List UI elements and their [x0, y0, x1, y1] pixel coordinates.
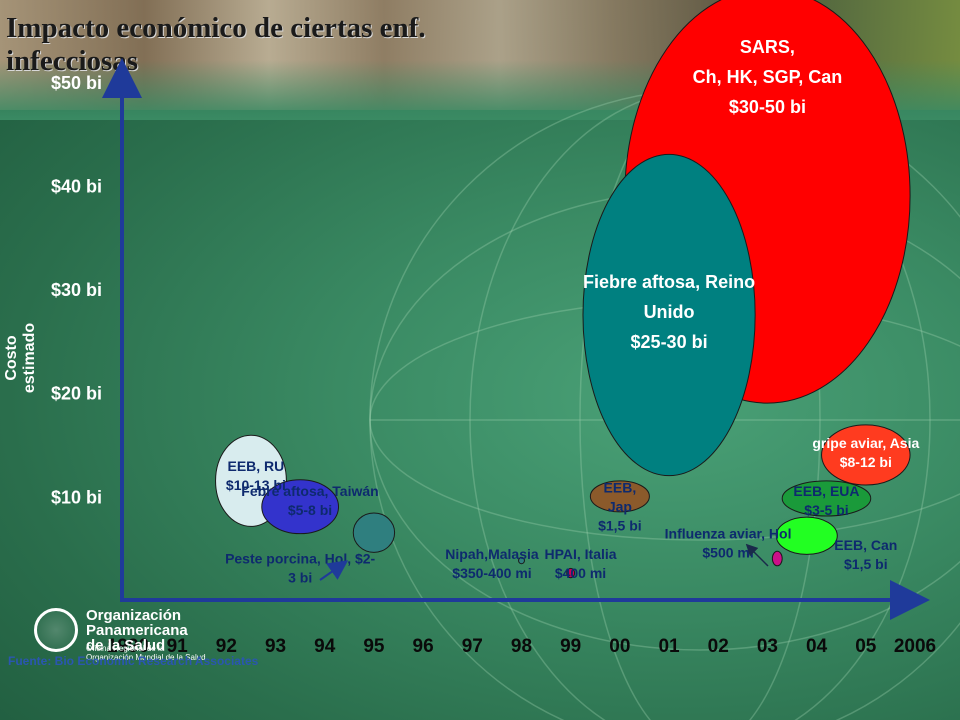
source-note: Fuente: Bio Economic Research Associates — [8, 654, 259, 668]
y-tick-label: $30 bi — [51, 280, 102, 300]
x-tick-label: 94 — [314, 636, 336, 657]
bubble-label-bse-jap: EEB, — [604, 480, 637, 496]
y-tick-label: $10 bi — [51, 487, 102, 507]
x-tick-label: 91 — [167, 636, 189, 657]
bubble-label-sars: Ch, HK, SGP, Can — [693, 67, 843, 87]
bubbles-layer — [215, 0, 911, 579]
y-tick-label: $20 bi — [51, 384, 102, 404]
bubble-bse-usa — [781, 480, 872, 517]
bubble-csf-hol — [352, 512, 396, 553]
bubble-label-bse-jap: Jap — [608, 499, 632, 515]
logo-sub-2: Organización Mundial de la Salud — [86, 653, 206, 662]
bubble-label-fmd-taiwan: Febre aftosa, Taiwán — [241, 483, 378, 499]
bubble-label-hpai-italy: $400 mi — [555, 565, 606, 581]
x-tick-label: 01 — [658, 636, 680, 657]
bubble-label-fmd-uk: Fiebre aftosa, Reino — [583, 272, 755, 292]
bubble-label-hpai-italy: HPAI, Italia — [544, 546, 616, 562]
bubble-label-ai-hol: $500 mi — [702, 544, 753, 560]
bubble-ai-hol — [771, 550, 783, 567]
bubble-label-sars: SARS, — [740, 37, 795, 57]
bubble-label-fmd-uk: $25-30 bi — [631, 332, 708, 352]
axes-layer: $10 bi $20 bi $30 bi $40 bi $50 bi 1990 91 92 93… — [51, 58, 936, 657]
bubble-label-bse-uk: EEB, RU — [227, 458, 284, 474]
x-tick-label: 97 — [462, 636, 483, 657]
x-tick-label: 99 — [560, 636, 581, 657]
x-tick-label: 04 — [806, 636, 828, 657]
logo-subtext: Oficina Regional de la Organización Mund… — [86, 644, 206, 662]
y-tick-label: $50 bi — [51, 73, 102, 93]
bubble-label-bse-can: $1,5 bi — [844, 556, 888, 572]
x-tick-label: 95 — [363, 636, 385, 657]
bubble-label-bse-can: EEB, Can — [834, 537, 897, 553]
x-tick-label: 2006 — [894, 636, 936, 657]
bubble-bse-can — [775, 516, 838, 555]
x-tick-label: 00 — [609, 636, 630, 657]
x-tick-label: 98 — [511, 636, 532, 657]
x-tick-label: 92 — [216, 636, 237, 657]
bubble-fmd-uk — [582, 153, 756, 477]
y-axis-title: Costo estimado — [3, 322, 38, 394]
bubble-label-bse-uk: $10-13 bi — [226, 477, 286, 493]
globe-icon — [34, 608, 78, 652]
bubble-hpai-italy — [566, 567, 576, 579]
bubble-label-fmd-taiwan: $5-8 bi — [288, 502, 332, 518]
x-tick-label: 93 — [265, 636, 286, 657]
x-tick-label: 1990 — [107, 636, 149, 657]
pointer-arrow-can — [745, 543, 769, 567]
bubble-label-csf-hol: Peste porcina, Hol, $2- — [225, 550, 375, 566]
logo-sub-1: Oficina Regional de la — [86, 644, 165, 653]
bubble-label-bse-usa: $3-5 bi — [804, 502, 848, 518]
bubble-fmd-taiwan — [261, 479, 340, 535]
logo-text: Organización Panamericana de la Salud — [86, 608, 188, 653]
bubble-label-fmd-uk: Unido — [644, 302, 695, 322]
bubble-bse-jap — [589, 480, 650, 513]
paho-logo: Organización Panamericana de la Salud Of… — [34, 606, 224, 662]
logo-line-3: de la Salud — [86, 637, 166, 654]
bubble-nipah — [518, 557, 525, 565]
y-tick-label: $40 bi — [51, 176, 102, 196]
pointer-arrow-csf — [319, 560, 349, 581]
bubble-bird-flu-asia — [821, 424, 911, 486]
bubble-label-bird-flu-asia: $8-12 bi — [840, 454, 892, 470]
bubble-label-bse-jap: $1,5 bi — [598, 518, 642, 534]
x-tick-label: 03 — [757, 636, 778, 657]
bubble-label-ai-hol: Influenza aviar, Hol — [665, 525, 792, 541]
x-tick-label: 96 — [413, 636, 434, 657]
bubble-label-sars: $30-50 bi — [729, 97, 806, 117]
x-tick-label: 05 — [855, 636, 877, 657]
bubble-label-nipah: $350-400 mi — [452, 565, 531, 581]
bubble-label-bse-usa: EEB, EUA — [793, 483, 859, 499]
bubble-labels-layer: SARS, Ch, HK, SGP, Can $30-50 bi Fiebre aft… — [225, 37, 919, 585]
x-tick-label: 02 — [708, 636, 729, 657]
logo-line-2: Panamericana — [86, 622, 188, 639]
bubble-label-bird-flu-asia: gripe aviar, Asia — [812, 435, 919, 451]
bubble-label-nipah: Nipah,Malasia — [445, 546, 539, 562]
bubble-label-csf-hol: 3 bi — [288, 569, 312, 585]
logo-line-1: Organización — [86, 607, 182, 624]
